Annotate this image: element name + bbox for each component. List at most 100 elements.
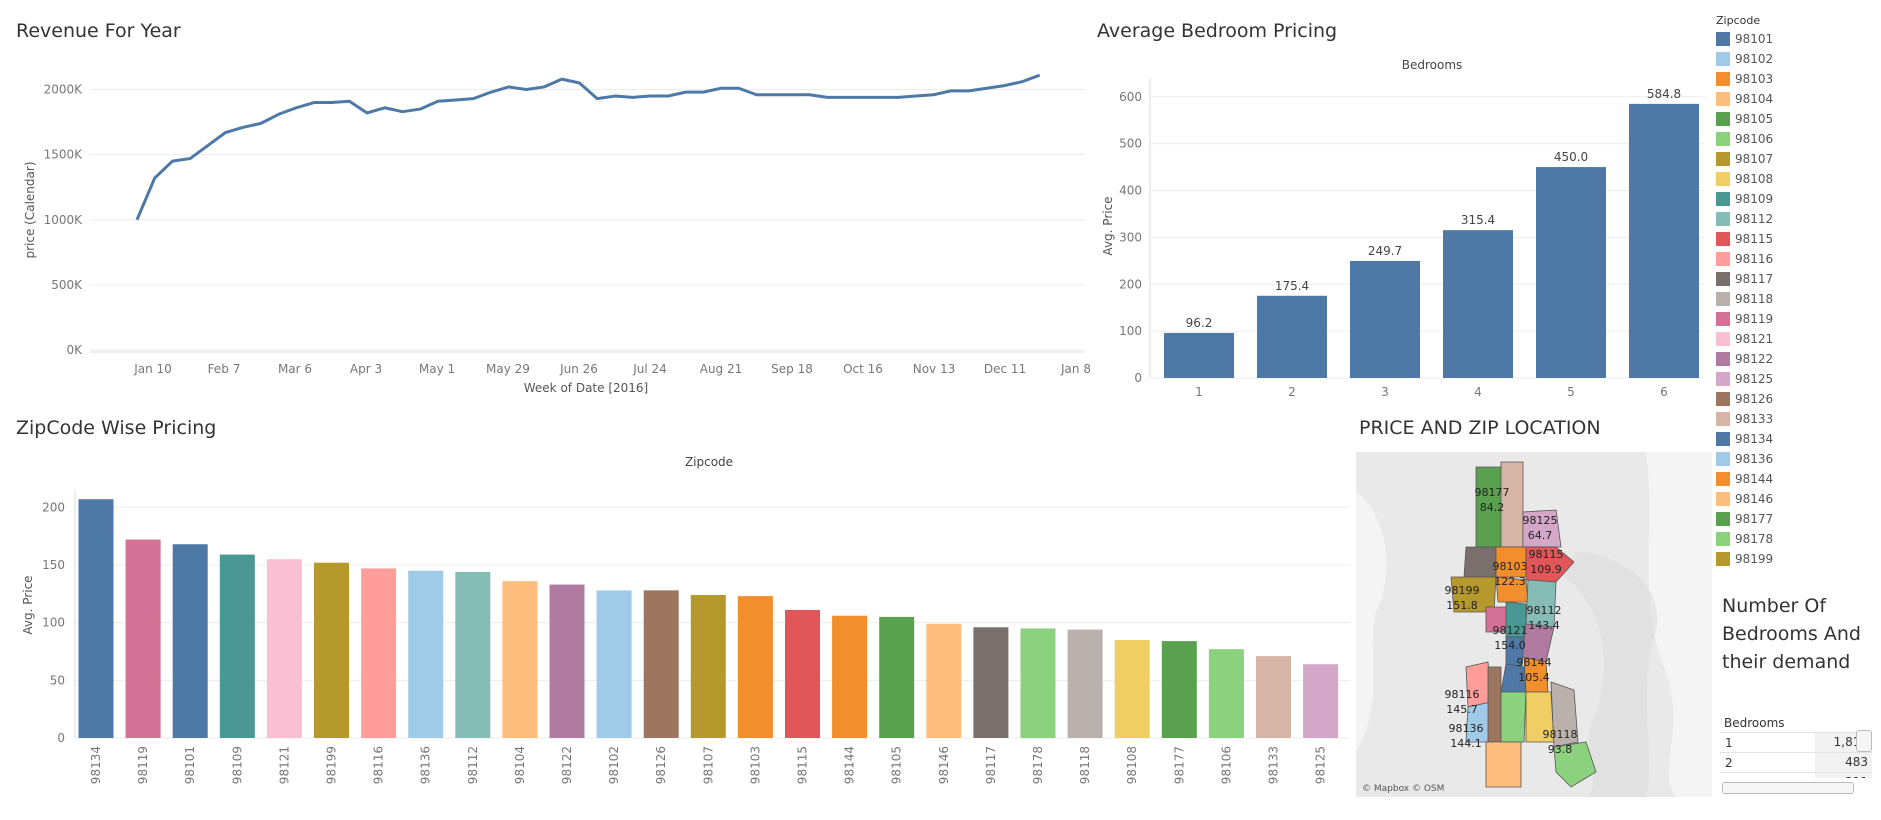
x-tick-label: 98112 bbox=[466, 746, 480, 784]
legend-item[interactable]: 98116 bbox=[1716, 249, 1816, 269]
legend-label: 98118 bbox=[1735, 292, 1774, 306]
demand-row[interactable]: 3311 bbox=[1720, 772, 1872, 778]
legend-item[interactable]: 98125 bbox=[1716, 369, 1816, 389]
zipcode-bar bbox=[455, 571, 491, 738]
x-tick-label: May 1 bbox=[419, 362, 455, 376]
map-title: PRICE AND ZIP LOCATION bbox=[1359, 417, 1601, 439]
legend-item[interactable]: 98106 bbox=[1716, 129, 1816, 149]
map-price-label: 154.0 bbox=[1494, 639, 1526, 652]
demand-bedrooms-cell: 1 bbox=[1725, 735, 1733, 750]
legend-swatch bbox=[1716, 412, 1730, 426]
map-price-label: 109.9 bbox=[1530, 563, 1562, 576]
legend-item[interactable]: 98101 bbox=[1716, 29, 1816, 49]
legend-item[interactable]: 98117 bbox=[1716, 269, 1816, 289]
legend-item[interactable]: 98103 bbox=[1716, 69, 1816, 89]
x-tick-label: 98122 bbox=[560, 746, 574, 784]
map-price-label: 144.1 bbox=[1450, 737, 1482, 750]
zipcode-bar bbox=[266, 559, 302, 738]
legend-label: 98112 bbox=[1735, 212, 1774, 226]
demand-vertical-scrollbar[interactable] bbox=[1856, 730, 1872, 752]
zip-location-map[interactable]: 98177 84.2 98125 64.7 98115 109.9 98103 122.3 98… bbox=[1356, 452, 1712, 797]
legend-label: 98104 bbox=[1735, 92, 1774, 106]
zipcode-bar bbox=[125, 539, 161, 738]
zipcode-title: ZipCode Wise Pricing bbox=[16, 417, 217, 439]
legend-label: 98102 bbox=[1735, 52, 1774, 66]
legend-item[interactable]: 98104 bbox=[1716, 89, 1816, 109]
legend-swatch bbox=[1716, 212, 1730, 226]
demand-count-cell: 311 bbox=[1815, 773, 1872, 778]
map-price-label: 151.8 bbox=[1446, 599, 1478, 612]
legend-item[interactable]: 98102 bbox=[1716, 49, 1816, 69]
legend-label: 98116 bbox=[1735, 252, 1774, 266]
legend-label: 98199 bbox=[1735, 552, 1774, 566]
legend-swatch bbox=[1716, 492, 1730, 506]
x-tick-label: Apr 3 bbox=[350, 362, 382, 376]
legend-item[interactable]: 98108 bbox=[1716, 169, 1816, 189]
map-price-label: 64.7 bbox=[1528, 529, 1553, 542]
demand-table[interactable]: Bedrooms 11,81124833311 bbox=[1720, 716, 1872, 778]
revenue-line-chart[interactable]: 0K 500K 1000K 1500K 2000K Jan 10 Feb 7 Mar 6 Apr… bbox=[0, 50, 1090, 430]
legend-swatch bbox=[1716, 272, 1730, 286]
y-tick-label: 200 bbox=[42, 500, 65, 514]
legend-item[interactable]: 98136 bbox=[1716, 449, 1816, 469]
legend-item[interactable]: 98133 bbox=[1716, 409, 1816, 429]
x-tick-label: 98103 bbox=[748, 746, 762, 784]
legend-swatch bbox=[1716, 292, 1730, 306]
legend-item[interactable]: 98107 bbox=[1716, 149, 1816, 169]
x-tick-label: 6 bbox=[1660, 385, 1668, 399]
x-tick-label: 98107 bbox=[701, 746, 715, 784]
demand-row[interactable]: 2 483 bbox=[1720, 752, 1872, 772]
map-zip-label: 98103 bbox=[1493, 560, 1528, 573]
demand-bedrooms-cell: 3 bbox=[1720, 776, 1815, 779]
legend-label: 98115 bbox=[1735, 232, 1774, 246]
x-tick-label: Nov 13 bbox=[913, 362, 956, 376]
legend-item[interactable]: 98115 bbox=[1716, 229, 1816, 249]
bar-data-label: 249.7 bbox=[1368, 244, 1402, 258]
legend-label: 98136 bbox=[1735, 452, 1774, 466]
legend-swatch bbox=[1716, 432, 1730, 446]
y-tick-label: 0 bbox=[1134, 371, 1142, 385]
legend-item[interactable]: 98144 bbox=[1716, 469, 1816, 489]
demand-row[interactable]: 1 1,811 bbox=[1720, 732, 1872, 752]
y-tick-label: 0K bbox=[66, 343, 83, 357]
x-tick-label: Jan 10 bbox=[133, 362, 172, 376]
x-tick-label: 98104 bbox=[513, 746, 527, 784]
legend-item[interactable]: 98112 bbox=[1716, 209, 1816, 229]
demand-horizontal-scrollbar[interactable] bbox=[1722, 782, 1854, 794]
legend-label: 98107 bbox=[1735, 152, 1774, 166]
legend-item[interactable]: 98121 bbox=[1716, 329, 1816, 349]
y-tick-label: 1000K bbox=[44, 213, 84, 227]
x-tick-label: 98133 bbox=[1267, 746, 1281, 784]
legend-item[interactable]: 98119 bbox=[1716, 309, 1816, 329]
legend-swatch bbox=[1716, 472, 1730, 486]
x-tick-label: 98102 bbox=[607, 746, 621, 784]
legend-swatch bbox=[1716, 552, 1730, 566]
legend-item[interactable]: 98126 bbox=[1716, 389, 1816, 409]
legend-item[interactable]: 98199 bbox=[1716, 549, 1816, 569]
bedroom-bar-chart[interactable]: Bedrooms 0 100 200 300 400 500 600 96.2 1 175.4 2 24… bbox=[1090, 50, 1710, 410]
zipcode-bar-chart[interactable]: Zipcode 0 50 100 150 200 98134 98119 98101 98109 9… bbox=[0, 450, 1355, 820]
zipcode-bar bbox=[408, 570, 444, 738]
demand-title: Number Of Bedrooms And their demand bbox=[1722, 595, 1861, 673]
legend-item[interactable]: 98177 bbox=[1716, 509, 1816, 529]
legend-item[interactable]: 98134 bbox=[1716, 429, 1816, 449]
x-tick-label: 98118 bbox=[1078, 746, 1092, 784]
x-tick-label: 98105 bbox=[890, 746, 904, 784]
bedroom-bar bbox=[1164, 332, 1234, 378]
legend-item[interactable]: 98146 bbox=[1716, 489, 1816, 509]
legend-item[interactable]: 98109 bbox=[1716, 189, 1816, 209]
zipcode-bar bbox=[596, 590, 632, 738]
zipcode-bar bbox=[314, 562, 349, 738]
legend-item[interactable]: 98178 bbox=[1716, 529, 1816, 549]
bedroom-title: Average Bedroom Pricing bbox=[1097, 20, 1338, 42]
y-tick-label: 500K bbox=[51, 278, 83, 292]
legend-swatch bbox=[1716, 52, 1730, 66]
legend-item[interactable]: 98122 bbox=[1716, 349, 1816, 369]
legend-item[interactable]: 98118 bbox=[1716, 289, 1816, 309]
legend-item[interactable]: 98105 bbox=[1716, 109, 1816, 129]
x-tick-label: 98116 bbox=[372, 746, 386, 784]
x-tick-label: 98178 bbox=[1031, 746, 1045, 784]
bar-data-label: 175.4 bbox=[1275, 279, 1309, 293]
map-zip-label: 98116 bbox=[1445, 688, 1480, 701]
